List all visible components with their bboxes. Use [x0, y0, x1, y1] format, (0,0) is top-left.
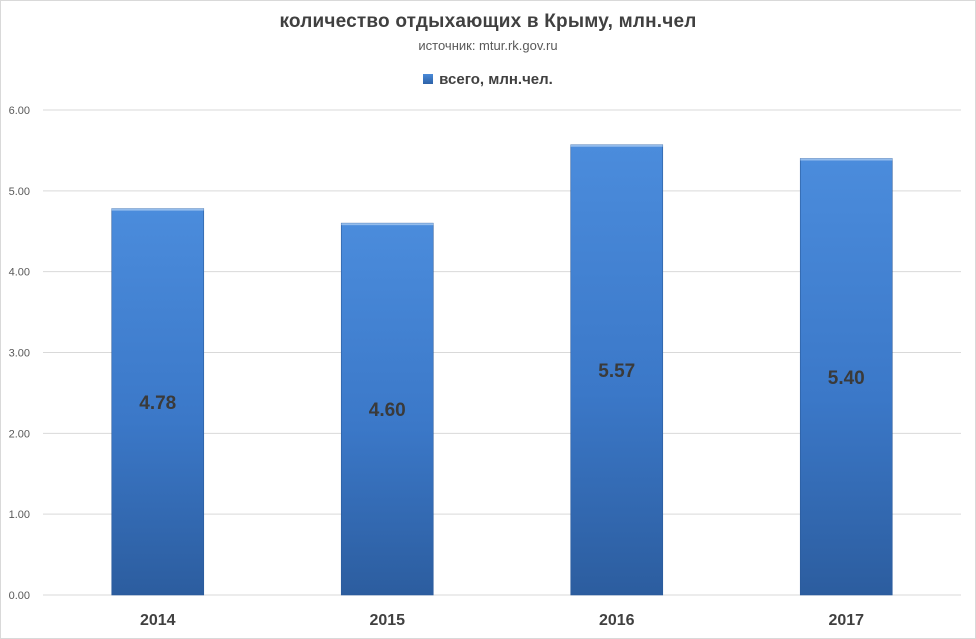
- y-tick-label: 6.00: [9, 105, 30, 117]
- data-label: 4.78: [139, 393, 176, 414]
- chart-title: количество отдыхающих в Крыму, млн.чел: [279, 11, 697, 32]
- data-label: 4.60: [369, 400, 406, 421]
- y-tick-label: 1.00: [9, 509, 30, 521]
- bar: [340, 222, 434, 596]
- bar-highlight: [800, 158, 893, 161]
- y-tick-label: 3.00: [9, 348, 30, 360]
- x-tick-label: 2015: [369, 612, 405, 629]
- legend-label: всего, млн.чел.: [439, 71, 553, 88]
- data-label: 5.57: [598, 361, 635, 382]
- chart-legend: всего, млн.чел.: [0, 71, 976, 88]
- legend-swatch: [423, 74, 434, 84]
- chart-subtitle: источник: mtur.rk.gov.ru: [418, 38, 558, 53]
- x-tick-label: 2014: [140, 612, 176, 629]
- bar: [111, 208, 205, 596]
- x-tick-label: 2016: [599, 612, 635, 629]
- y-tick-label: 4.00: [9, 267, 30, 279]
- data-label: 5.40: [828, 368, 865, 389]
- bar-highlight: [111, 208, 204, 211]
- bar-highlight: [341, 223, 434, 226]
- bar-highlight: [570, 144, 663, 147]
- x-tick-label: 2017: [828, 612, 864, 629]
- bar: [799, 158, 893, 596]
- y-tick-label: 2.00: [9, 428, 30, 440]
- y-tick-label: 0.00: [9, 590, 30, 602]
- y-tick-label: 5.00: [9, 186, 30, 198]
- bar: [570, 144, 664, 596]
